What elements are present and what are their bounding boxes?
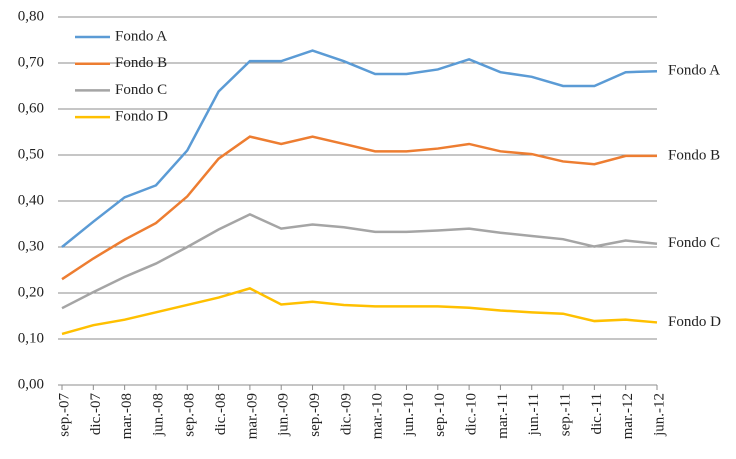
x-tick-label: jun.-09 xyxy=(276,393,292,437)
legend-label: Fondo C xyxy=(115,82,167,98)
series-line xyxy=(61,49,658,248)
x-tick-label: sep.-10 xyxy=(432,393,448,437)
legend-label: Fondo A xyxy=(115,28,167,44)
x-tick-label: jun.-10 xyxy=(401,393,417,437)
y-tick-label: 0,50 xyxy=(18,146,44,162)
legend-label: Fondo B xyxy=(115,55,167,71)
series-line xyxy=(61,135,657,281)
y-tick-label: 0,80 xyxy=(18,8,44,24)
y-tick-label: 0,40 xyxy=(18,192,44,208)
x-tick-label: mar.-08 xyxy=(119,393,135,439)
series-line xyxy=(61,212,658,310)
x-tick-label: mar.-09 xyxy=(244,393,260,439)
x-tick-label: mar.-10 xyxy=(370,393,386,439)
x-tick-label: sep.-08 xyxy=(182,393,198,437)
x-tick-label: sep.-11 xyxy=(557,393,573,436)
y-tick-label: 0,70 xyxy=(18,54,44,70)
x-tick-label: sep.-07 xyxy=(56,393,72,437)
x-tick-label: sep.-09 xyxy=(307,393,323,437)
x-tick-label: dic.-09 xyxy=(338,393,354,435)
x-tick-label: dic.-08 xyxy=(213,393,229,435)
y-tick-label: 0,00 xyxy=(18,376,44,392)
end-label: Fondo A xyxy=(668,63,720,79)
legend-label: Fondo D xyxy=(115,109,168,125)
x-tick-label: dic.-10 xyxy=(464,393,480,435)
x-tick-label: dic.-07 xyxy=(88,393,104,436)
end-label: Fondo B xyxy=(668,147,720,163)
series-line xyxy=(61,287,658,336)
x-tick-label: mar.-12 xyxy=(620,393,636,439)
y-tick-label: 0,60 xyxy=(18,100,44,116)
x-tick-label: dic.-11 xyxy=(589,393,605,435)
x-tick-label: jun.-11 xyxy=(526,393,542,436)
x-tick-label: jun.-12 xyxy=(651,393,667,437)
end-label: Fondo C xyxy=(668,235,720,251)
x-tick-label: mar.-11 xyxy=(495,393,511,439)
x-tick-label: jun.-08 xyxy=(150,393,166,437)
y-tick-label: 0,10 xyxy=(18,330,44,346)
end-label: Fondo D xyxy=(668,314,721,330)
y-tick-label: 0,30 xyxy=(18,238,44,254)
y-tick-label: 0,20 xyxy=(18,284,44,300)
